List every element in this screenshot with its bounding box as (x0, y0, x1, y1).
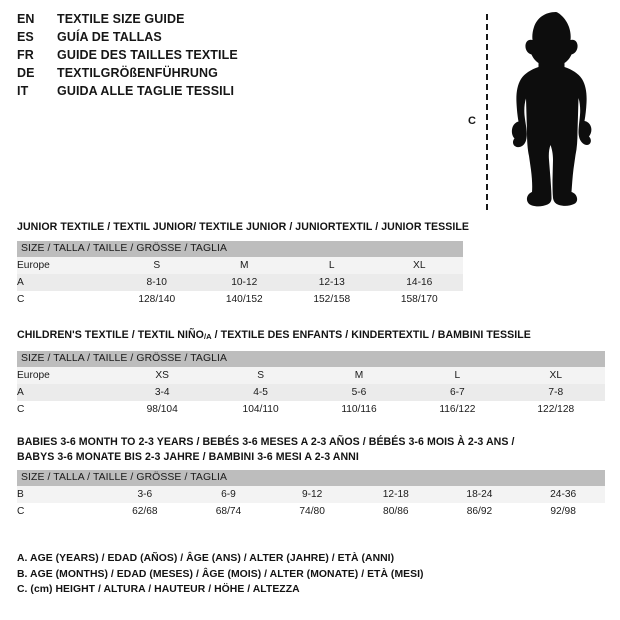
row-value: 3-4 (113, 383, 212, 401)
row-value: 7-8 (506, 383, 605, 401)
row-value: 158/170 (375, 290, 464, 308)
measure-label-c: C (468, 115, 476, 127)
table-caption-babies-line1: BABIES 3-6 MONTH TO 2-3 YEARS / BEBÉS 3-… (17, 436, 515, 448)
size-table-junior: SIZE / TALLA / TAILLE / GRÖSSE / TAGLIA E… (17, 240, 464, 308)
row-value: 80/86 (353, 503, 438, 520)
table-block-babies: BABIES 3-6 MONTH TO 2-3 YEARS / BEBÉS 3-… (17, 435, 605, 520)
row-value: 6-7 (408, 383, 507, 401)
row-value: 98/104 (113, 400, 212, 418)
size-table-children: SIZE / TALLA / TAILLE / GRÖSSE / TAGLIA E… (17, 350, 605, 418)
height-figure: C (458, 6, 616, 214)
row-value: 6-9 (186, 486, 271, 503)
row-value: XS (113, 366, 212, 384)
row-value: 122/128 (506, 400, 605, 418)
row-value: 24-36 (521, 486, 605, 503)
size-bar-row: SIZE / TALLA / TAILLE / GRÖSSE / TAGLIA (17, 470, 605, 486)
table-row: B 3-6 6-9 9-12 12-18 18-24 24-36 (17, 486, 605, 503)
size-bar-label: SIZE / TALLA / TAILLE / GRÖSSE / TAGLIA (17, 470, 605, 486)
language-code: ES (17, 30, 34, 44)
legend-row-2: B. AGE (MONTHS) / EDAD (MESES) / ÂGE (MO… (17, 568, 424, 580)
size-table-babies: SIZE / TALLA / TAILLE / GRÖSSE / TAGLIA B… (17, 470, 605, 520)
table-row: A 8-10 10-12 12-13 14-16 (17, 273, 464, 291)
row-value: XL (506, 366, 605, 384)
toddler-silhouette-icon (511, 12, 592, 207)
caption-children-post: / TEXTILE DES ENFANTS / KINDERTEXTIL / B… (211, 329, 531, 341)
language-title-block: EN TEXTILE SIZE GUIDE ES GUÍA DE TALLAS FR GU… (17, 12, 437, 102)
table-block-children: CHILDREN'S TEXTILE / TEXTIL NIÑO/A / TEX… (17, 328, 605, 418)
row-value: 8-10 (113, 273, 201, 291)
row-value: 152/158 (288, 290, 376, 308)
row-value: 9-12 (270, 486, 354, 503)
row-value: 5-6 (309, 383, 409, 401)
row-value: M (200, 256, 288, 274)
language-code: DE (17, 66, 35, 80)
language-title: GUIDA ALLE TAGLIE TESSILI (57, 84, 235, 98)
language-row-fr: FR GUIDE DES TAILLES TEXTILE (17, 48, 437, 66)
row-value: XL (375, 256, 464, 274)
row-value: M (309, 366, 409, 384)
row-value: 10-12 (200, 273, 288, 291)
table-row: Europe XS S M L XL (17, 366, 605, 384)
row-value: S (113, 256, 201, 274)
row-value: L (288, 256, 376, 274)
height-dashed-line (486, 14, 488, 210)
size-bar-label: SIZE / TALLA / TAILLE / GRÖSSE / TAGLIA (17, 240, 464, 257)
table-caption-junior: JUNIOR TEXTILE / TEXTIL JUNIOR/ TEXTILE … (17, 221, 470, 233)
table-row: C 98/104 104/110 110/116 116/122 122/128 (17, 400, 605, 418)
row-value: 128/140 (113, 290, 201, 308)
language-code: FR (17, 48, 34, 62)
size-bar-label: SIZE / TALLA / TAILLE / GRÖSSE / TAGLIA (17, 350, 605, 367)
row-value: 14-16 (375, 273, 464, 291)
row-value: 110/116 (309, 400, 409, 418)
row-label: Europe (17, 366, 113, 384)
table-block-junior: JUNIOR TEXTILE / TEXTIL JUNIOR/ TEXTILE … (17, 220, 469, 308)
row-label: Europe (17, 256, 113, 274)
row-label: A (17, 383, 113, 401)
row-value: 62/68 (103, 503, 187, 520)
legend-row-1: A. AGE (YEARS) / EDAD (AÑOS) / ÂGE (ANS)… (17, 553, 395, 564)
row-value: 116/122 (408, 400, 507, 418)
language-title: GUIDE DES TAILLES TEXTILE (57, 48, 238, 62)
table-row: C 128/140 140/152 152/158 158/170 (17, 290, 464, 308)
table-caption-babies-line2: BABYS 3-6 MONATE BIS 2-3 JAHRE / BAMBINI… (17, 450, 359, 463)
table-row: A 3-4 4-5 5-6 6-7 7-8 (17, 383, 605, 401)
language-row-es: ES GUÍA DE TALLAS (17, 30, 437, 48)
row-value: 86/92 (437, 503, 522, 520)
table-row: Europe S M L XL (17, 256, 464, 274)
row-value: S (211, 366, 310, 384)
row-value: 4-5 (211, 383, 310, 401)
caption-children-sub: /A (203, 332, 212, 341)
row-label: C (17, 400, 113, 418)
row-label: C (17, 503, 103, 520)
row-value: L (408, 366, 507, 384)
language-row-de: DE TEXTILGRÖßENFÜHRUNG (17, 66, 437, 84)
row-value: 12-18 (353, 486, 438, 503)
language-title: TEXTILGRÖßENFÜHRUNG (57, 66, 218, 80)
row-value: 140/152 (200, 290, 288, 308)
size-bar-row: SIZE / TALLA / TAILLE / GRÖSSE / TAGLIA (17, 240, 464, 257)
language-code: EN (17, 12, 35, 26)
row-value: 12-13 (288, 273, 376, 291)
row-value: 92/98 (521, 503, 605, 520)
row-label: C (17, 290, 113, 308)
row-label: B (17, 486, 103, 503)
language-code: IT (17, 84, 29, 98)
row-value: 3-6 (103, 486, 187, 503)
caption-children-pre: CHILDREN'S TEXTILE / TEXTIL NIÑO (17, 329, 204, 341)
size-bar-row: SIZE / TALLA / TAILLE / GRÖSSE / TAGLIA (17, 350, 605, 367)
language-row-it: IT GUIDA ALLE TAGLIE TESSILI (17, 84, 437, 102)
row-value: 18-24 (437, 486, 522, 503)
row-value: 68/74 (186, 503, 271, 520)
legend-row-3: C. (cm) HEIGHT / ALTURA / HAUTEUR / HÖHE… (17, 584, 300, 595)
row-value: 74/80 (270, 503, 354, 520)
language-row-en: EN TEXTILE SIZE GUIDE (17, 12, 437, 30)
table-caption-children: CHILDREN'S TEXTILE / TEXTIL NIÑO/A / TEX… (17, 328, 605, 345)
legend-block: A. AGE (YEARS) / EDAD (AÑOS) / ÂGE (ANS)… (17, 551, 487, 598)
table-row: C 62/68 68/74 74/80 80/86 86/92 92/98 (17, 503, 605, 520)
language-title: TEXTILE SIZE GUIDE (57, 12, 185, 26)
row-value: 104/110 (211, 400, 310, 418)
row-label: A (17, 273, 113, 291)
language-title: GUÍA DE TALLAS (57, 30, 162, 44)
